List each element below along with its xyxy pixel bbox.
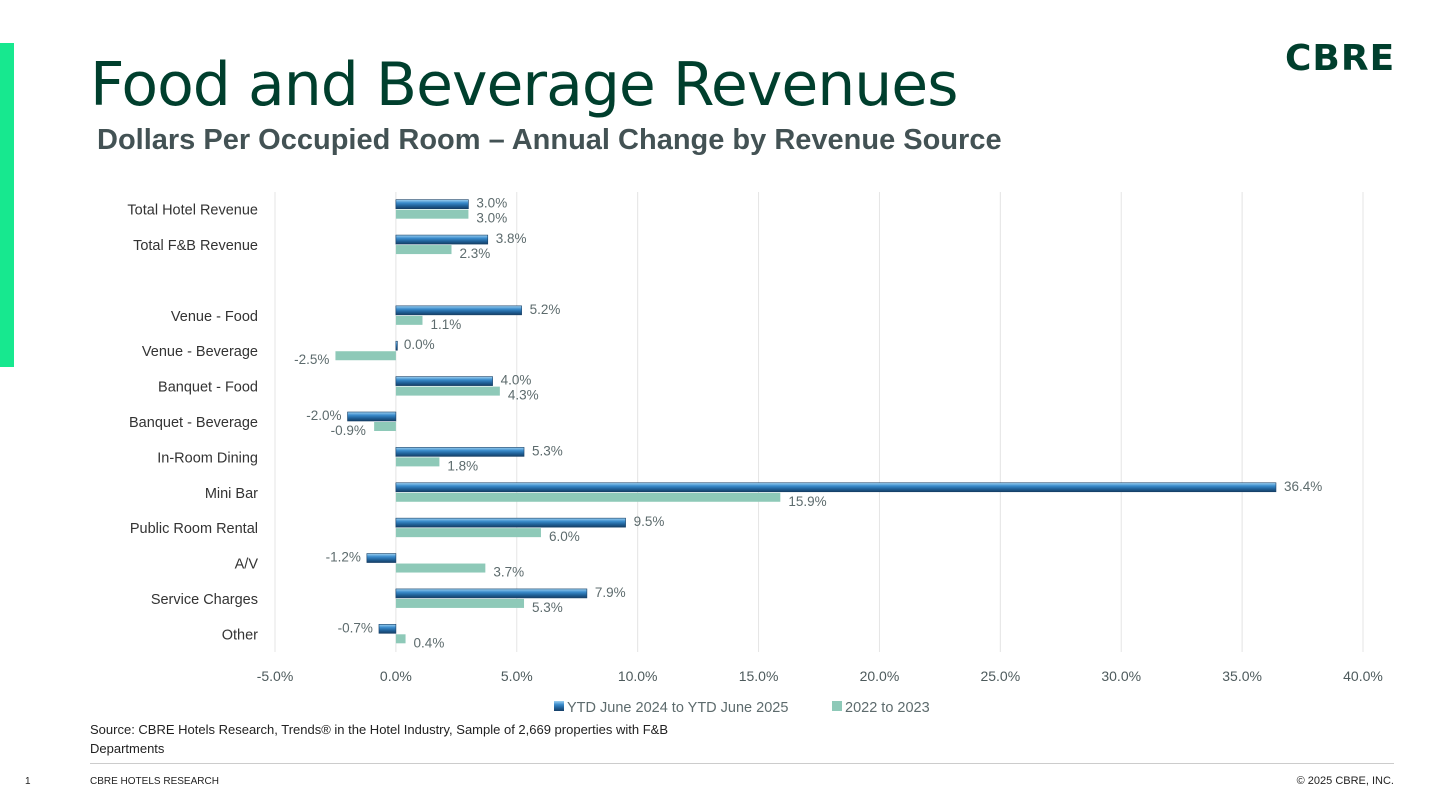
category-label: Banquet - Beverage <box>129 415 258 431</box>
bar-2022 <box>395 492 781 502</box>
x-tick-label: 30.0% <box>1101 668 1141 684</box>
data-label: -0.7% <box>338 620 373 635</box>
data-label: 9.5% <box>634 514 665 529</box>
data-label: 6.0% <box>549 529 580 544</box>
bar-ytd <box>395 305 522 316</box>
data-label: 5.3% <box>532 443 563 458</box>
x-tick-label: 40.0% <box>1343 668 1383 684</box>
data-label: 36.4% <box>1284 479 1322 494</box>
bar-ytd <box>395 482 1277 493</box>
category-label: Banquet - Food <box>158 380 258 396</box>
x-tick-label: 35.0% <box>1222 668 1262 684</box>
bar-2022 <box>395 634 406 644</box>
category-label: In-Room Dining <box>157 450 258 466</box>
x-tick-label: 5.0% <box>501 668 533 684</box>
data-label: -2.5% <box>294 352 329 367</box>
bar-2022 <box>374 422 396 431</box>
bar-ytd <box>378 624 397 634</box>
bar-2022 <box>395 209 469 219</box>
footer-divider <box>90 763 1394 764</box>
data-label: 1.1% <box>430 317 461 332</box>
accent-bar <box>0 43 14 367</box>
bar-ytd <box>395 199 469 209</box>
category-label: Mini Bar <box>205 486 258 502</box>
legend-swatch <box>832 701 842 711</box>
bar-2022 <box>395 386 500 396</box>
data-label: 5.3% <box>532 600 563 615</box>
bar-2022 <box>335 351 396 361</box>
legend-swatch <box>554 701 564 711</box>
category-label: Public Room Rental <box>130 521 258 537</box>
bar-2022 <box>395 457 440 467</box>
bar-ytd <box>395 376 493 386</box>
data-label: 3.0% <box>476 211 507 226</box>
data-label: 4.0% <box>501 373 532 388</box>
data-label: 2.3% <box>459 246 490 261</box>
bar-ytd <box>395 588 588 599</box>
x-tick-label: 0.0% <box>380 668 412 684</box>
data-label: 5.2% <box>530 302 561 317</box>
cbre-logo: CBRE <box>1285 38 1396 79</box>
data-label: 0.0% <box>404 337 435 352</box>
category-label: Total F&B Revenue <box>133 238 258 254</box>
category-label: Venue - Food <box>171 309 258 325</box>
data-label: 15.9% <box>788 494 826 509</box>
category-label: Total Hotel Revenue <box>127 203 258 219</box>
x-tick-label: -5.0% <box>257 668 294 684</box>
data-label: 0.4% <box>414 635 445 650</box>
bar-2022 <box>395 245 452 255</box>
bar-ytd <box>347 411 397 422</box>
data-label: 3.0% <box>476 196 507 211</box>
data-label: 7.9% <box>595 585 626 600</box>
x-tick-label: 15.0% <box>739 668 779 684</box>
bar-2022 <box>395 528 541 538</box>
bar-2022 <box>395 563 486 573</box>
bar-2022 <box>395 315 423 325</box>
page-number: 1 <box>25 776 31 787</box>
bar-ytd <box>366 553 397 563</box>
data-label: 3.7% <box>493 565 524 580</box>
x-tick-label: 10.0% <box>618 668 658 684</box>
data-label: 1.8% <box>447 458 478 473</box>
data-label: -2.0% <box>306 408 341 423</box>
data-label: -0.9% <box>331 423 366 438</box>
bar-2022 <box>395 598 525 608</box>
data-label: 3.8% <box>496 231 527 246</box>
x-tick-label: 20.0% <box>860 668 900 684</box>
category-label: Other <box>222 627 258 643</box>
bar-chart: -5.0% 0.0% 5.0% 10.0% 15.0% 20.0% 25.0% 30.0% 35… <box>127 192 1383 716</box>
data-label: 4.3% <box>508 388 539 403</box>
category-label: Venue - Beverage <box>142 344 258 360</box>
x-tick-label: 25.0% <box>980 668 1020 684</box>
category-label: Service Charges <box>151 592 258 608</box>
legend-label: 2022 to 2023 <box>845 700 930 716</box>
footer-brand: CBRE HOTELS RESEARCH <box>90 776 219 787</box>
page-title: Food and Beverage Revenues <box>90 50 958 120</box>
legend-label: YTD June 2024 to YTD June 2025 <box>567 700 788 716</box>
bar-ytd <box>395 517 626 528</box>
bar-ytd <box>395 447 525 457</box>
copyright: © 2025 CBRE, INC. <box>1296 775 1394 787</box>
page-subtitle: Dollars Per Occupied Room – Annual Chang… <box>97 124 1002 156</box>
bar-ytd <box>395 234 489 245</box>
bar-ytd <box>395 340 398 351</box>
data-label: -1.2% <box>326 550 361 565</box>
source-note: Source: CBRE Hotels Research, Trends® in… <box>90 722 668 756</box>
category-label: A/V <box>235 557 259 573</box>
